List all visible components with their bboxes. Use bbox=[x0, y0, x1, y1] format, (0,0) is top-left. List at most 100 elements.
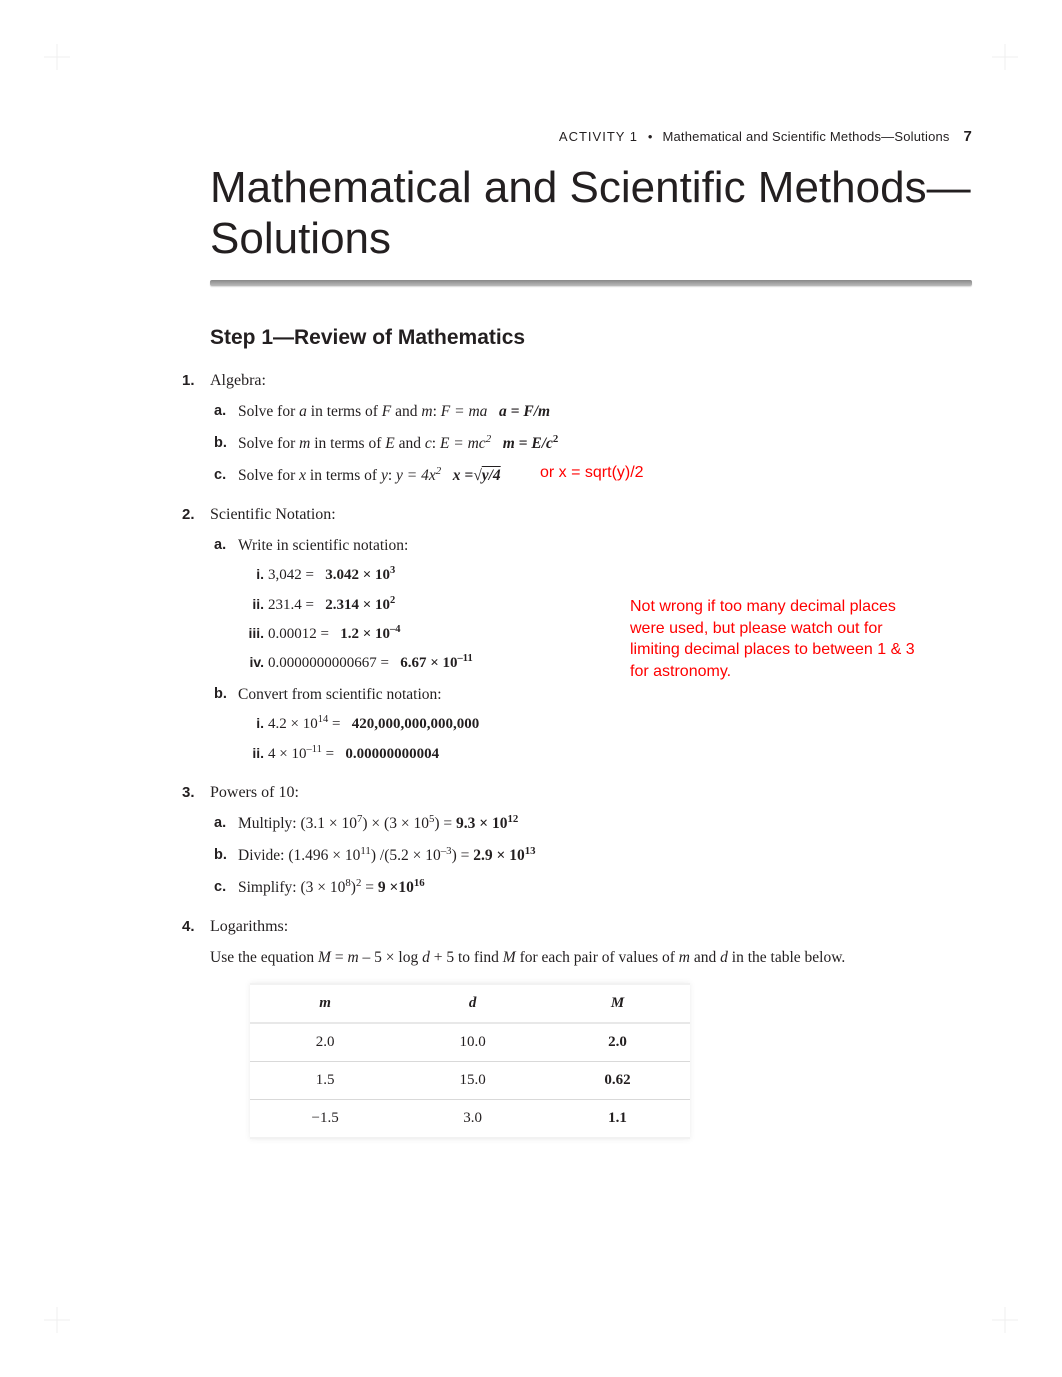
answer-radicand: y/4 bbox=[482, 467, 501, 484]
text: ) /(5.2 × 10 bbox=[371, 847, 441, 864]
problem-3: 3. Powers of 10: a. Multiply: (3.1 × 107… bbox=[210, 784, 972, 900]
annotation-1c: or x = sqrt(y)/2 bbox=[540, 464, 644, 482]
subitem-letter: a. bbox=[214, 812, 226, 834]
var: c bbox=[425, 435, 432, 452]
list-item: i.3,042 = 3.042 × 103 bbox=[268, 564, 972, 587]
roman-number: i. bbox=[238, 713, 264, 735]
answer: m = E/c bbox=[503, 435, 553, 452]
roman-number: iii. bbox=[238, 623, 264, 645]
annotation-sci-notation: Not wrong if too many decimal places wer… bbox=[630, 596, 920, 682]
lhs: 3,042 = bbox=[268, 567, 318, 583]
answer: 9.3 × 10 bbox=[456, 815, 507, 832]
var: a bbox=[299, 403, 307, 420]
subitem-letter: c. bbox=[214, 464, 226, 486]
answer-exponent: –11 bbox=[458, 653, 473, 664]
subitem-letter: a. bbox=[214, 534, 226, 556]
answer-exponent: 2 bbox=[390, 595, 395, 606]
text: and bbox=[391, 403, 421, 420]
text: ) = bbox=[452, 847, 474, 864]
answer: 3.042 × 10 bbox=[325, 567, 390, 583]
var: E bbox=[385, 435, 394, 452]
text: Divide: (1.496 × 10 bbox=[238, 847, 360, 864]
var: m bbox=[421, 403, 432, 420]
subitem-letter: b. bbox=[214, 844, 227, 866]
roman-number: ii. bbox=[238, 743, 264, 765]
roman-number: i. bbox=[238, 564, 264, 586]
problem-label: Powers of 10: bbox=[210, 784, 299, 801]
var: F bbox=[382, 403, 391, 420]
exponent: 11 bbox=[360, 845, 370, 857]
text: Solve for bbox=[238, 435, 299, 452]
bullet-icon: • bbox=[648, 129, 653, 144]
crop-mark-icon bbox=[992, 44, 1018, 70]
answer: 2.314 × 10 bbox=[325, 597, 390, 613]
answer-exponent: 16 bbox=[414, 877, 425, 889]
text: Simplify: (3 × 10 bbox=[238, 879, 345, 896]
problem-label: Algebra: bbox=[210, 372, 266, 389]
list-item: i.4.2 × 1014 = 420,000,000,000,000 bbox=[268, 713, 972, 736]
lhs: 4.2 × 10 bbox=[268, 716, 318, 732]
equation: y = 4x bbox=[396, 467, 436, 484]
text: in terms of bbox=[306, 467, 381, 484]
subitem-letter: c. bbox=[214, 876, 226, 898]
answer-exponent: 2 bbox=[553, 433, 558, 445]
text: ) × (3 × 10 bbox=[362, 815, 429, 832]
subitem-letter: a. bbox=[214, 400, 226, 422]
problem-list: 1. Algebra: a. Solve for a in terms of F… bbox=[210, 372, 972, 1139]
problem-number: 2. bbox=[182, 506, 195, 523]
text: Solve for bbox=[238, 403, 299, 420]
title-rule bbox=[210, 280, 972, 286]
text: : bbox=[432, 435, 440, 452]
lhs: 0.0000000000667 = bbox=[268, 655, 393, 671]
problem-number: 4. bbox=[182, 918, 195, 935]
text: in terms of bbox=[310, 435, 385, 452]
header-activity: ACTIVITY 1 bbox=[559, 129, 638, 144]
subitem-label: Write in scientific notation: bbox=[238, 537, 408, 554]
crop-mark-icon bbox=[44, 44, 70, 70]
equation: E = mc bbox=[440, 435, 486, 452]
eq: = bbox=[322, 746, 338, 762]
cell-answer: 0.62 bbox=[545, 1062, 690, 1100]
problem-1b: b. Solve for m in terms of E and c: E = … bbox=[238, 432, 972, 456]
answer-exponent: 3 bbox=[390, 565, 395, 576]
problem-label: Logarithms: bbox=[210, 918, 288, 935]
var: x bbox=[299, 467, 306, 484]
problem-3c: c. Simplify: (3 × 108)2 = 9 ×1016 bbox=[238, 876, 972, 900]
text: Multiply: (3.1 × 10 bbox=[238, 815, 357, 832]
crop-mark-icon bbox=[992, 1307, 1018, 1333]
answer-exponent: –4 bbox=[390, 624, 401, 635]
running-header: ACTIVITY 1 • Mathematical and Scientific… bbox=[210, 128, 972, 145]
subitem-letter: b. bbox=[214, 683, 227, 705]
problem-3a: a. Multiply: (3.1 × 107) × (3 × 105) = 9… bbox=[238, 812, 972, 836]
roman-number: iv. bbox=[238, 652, 264, 674]
answer: 9 ×10 bbox=[378, 879, 414, 896]
problem-number: 1. bbox=[182, 372, 195, 389]
col-header-m: m bbox=[250, 984, 400, 1023]
answer-exponent: 13 bbox=[525, 845, 536, 857]
page-title: Mathematical and Scientific Methods—Solu… bbox=[210, 163, 972, 264]
problem-4-paragraph: Use the equation M = m – 5 × log d + 5 t… bbox=[210, 946, 972, 969]
var: y bbox=[381, 467, 388, 484]
exponent: 2 bbox=[436, 465, 441, 477]
text: Solve for bbox=[238, 467, 299, 484]
lhs: 0.00012 = bbox=[268, 626, 333, 642]
answer: 6.67 × 10 bbox=[400, 655, 457, 671]
lhs-exponent: –11 bbox=[306, 744, 321, 755]
problem-3b: b. Divide: (1.496 × 1011) /(5.2 × 10–3) … bbox=[238, 844, 972, 868]
answer: 2.9 × 10 bbox=[473, 847, 524, 864]
answer-exponent: 12 bbox=[508, 813, 519, 825]
answer: 420,000,000,000,000 bbox=[352, 716, 480, 732]
col-header-M: M bbox=[545, 984, 690, 1023]
table-row: −1.53.01.1 bbox=[250, 1100, 690, 1139]
problem-1a: a. Solve for a in terms of F and m: F = … bbox=[238, 400, 972, 424]
problem-4: 4. Logarithms: Use the equation M = m – … bbox=[210, 918, 972, 1139]
cell-answer: 1.1 bbox=[545, 1100, 690, 1139]
equation: F = ma bbox=[441, 403, 488, 420]
cell: 2.0 bbox=[250, 1023, 400, 1062]
exponent: 2 bbox=[486, 433, 491, 445]
text: ) = bbox=[434, 815, 456, 832]
header-section: Mathematical and Scientific Methods—Solu… bbox=[662, 129, 949, 144]
table-row: 1.515.00.62 bbox=[250, 1062, 690, 1100]
cell: 15.0 bbox=[400, 1062, 545, 1100]
answer: 1.2 × 10 bbox=[340, 626, 390, 642]
